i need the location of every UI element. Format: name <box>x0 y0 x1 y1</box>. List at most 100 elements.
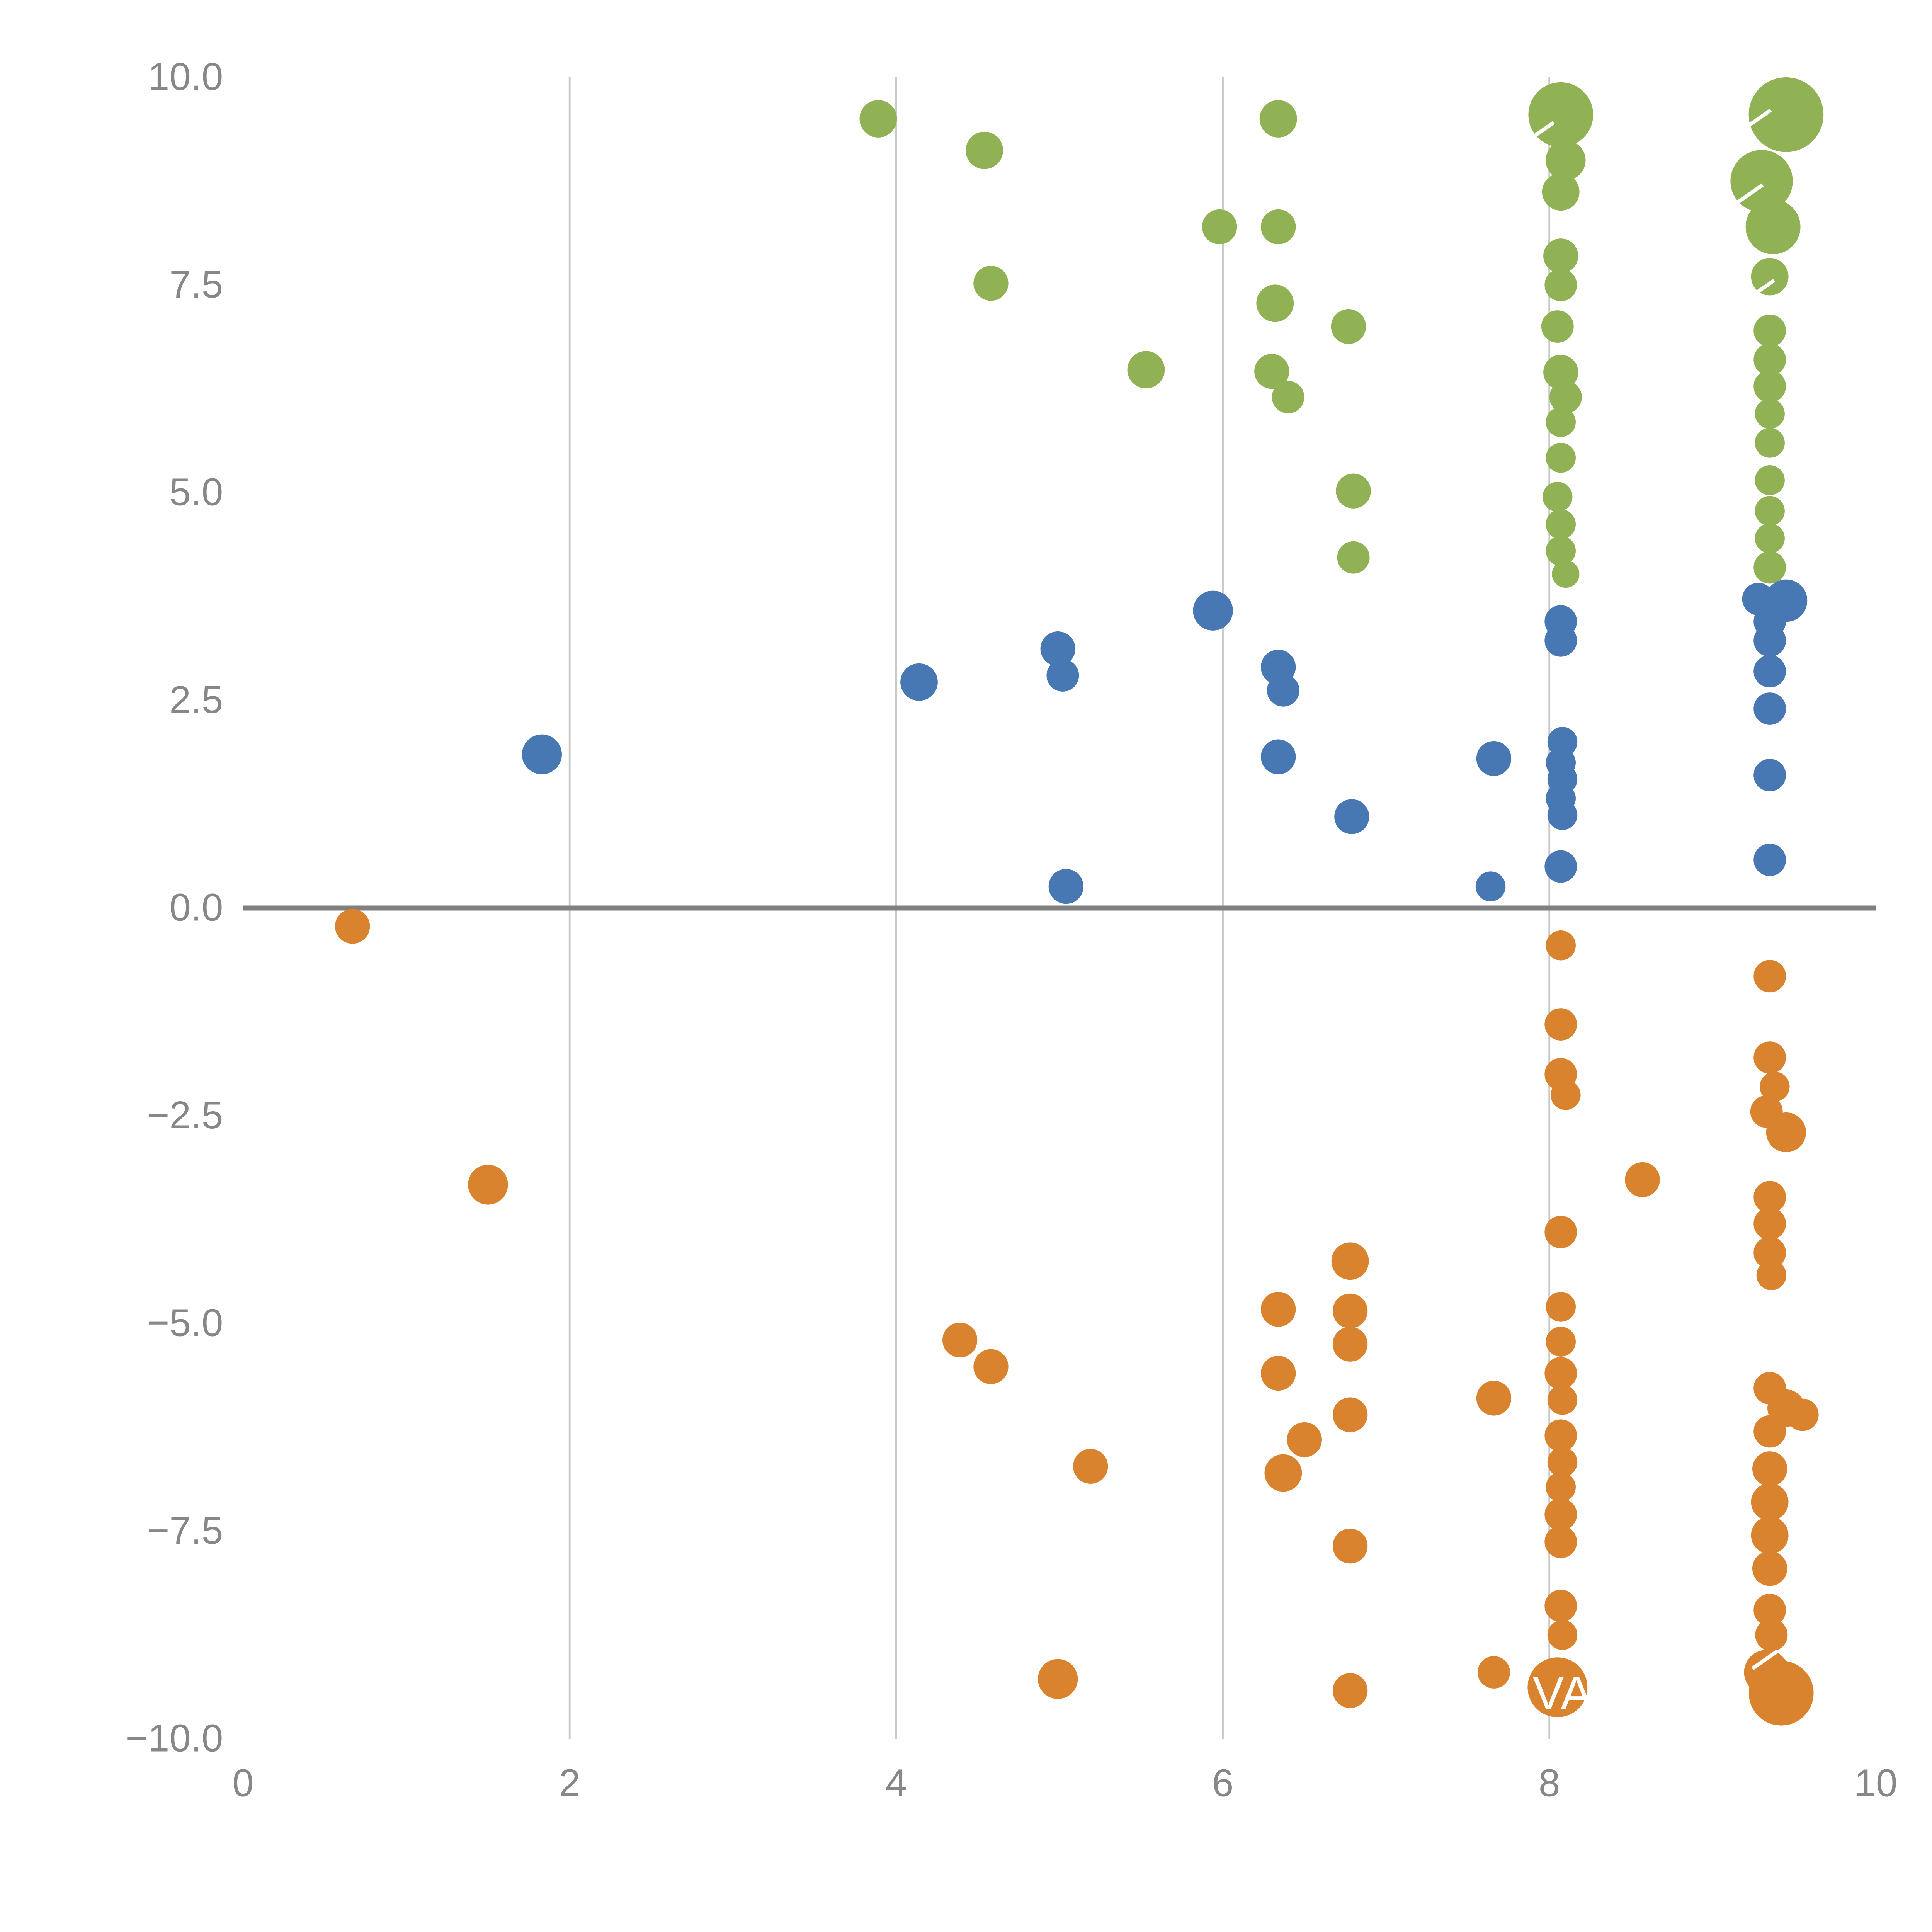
orange-series-point <box>973 1349 1009 1384</box>
orange-series-point <box>1547 1447 1578 1477</box>
green-series-point <box>973 266 1009 301</box>
blue-series-point <box>1544 850 1577 883</box>
green-series-point <box>1541 310 1574 343</box>
blue-series-point <box>1753 759 1786 791</box>
green-series-point <box>1748 77 1824 152</box>
green-series-point <box>1755 465 1785 495</box>
orange-series-point <box>1331 1242 1369 1280</box>
green-series-point <box>1543 482 1573 512</box>
green-series-point <box>1528 82 1594 147</box>
green-series-point <box>1542 173 1580 211</box>
orange-series-point <box>1261 1292 1296 1327</box>
green-series-point <box>1543 355 1578 390</box>
orange-series-point <box>1544 1498 1577 1531</box>
blue-series-point <box>1193 590 1233 631</box>
x-tick-label: 10 <box>1854 1761 1897 1804</box>
white-mark <box>1748 279 1776 299</box>
orange-series-point <box>1753 1208 1786 1240</box>
y-tick-label: 7.5 <box>169 263 223 306</box>
blue-series-point <box>1334 799 1369 834</box>
blue-series-point <box>1753 692 1786 725</box>
orange-series-point <box>1287 1422 1322 1458</box>
orange-series-point <box>1752 1551 1787 1586</box>
blue-series-point <box>1753 844 1786 876</box>
y-tick-label: 10.0 <box>148 55 223 98</box>
orange-series-point <box>1546 1327 1576 1357</box>
green-series-point <box>1745 199 1801 254</box>
orange-series-point <box>1753 1181 1786 1214</box>
orange-series-point <box>1753 1236 1786 1269</box>
orange-series-point <box>1038 1659 1078 1699</box>
orange-series-point <box>1527 1657 1588 1718</box>
green-series-point <box>1331 309 1366 344</box>
orange-series-point <box>1544 1590 1577 1622</box>
green-series-point <box>1753 551 1786 584</box>
orange-series-point <box>1544 1008 1577 1041</box>
orange-series-point <box>1546 1292 1576 1322</box>
orange-series-point <box>1753 1041 1786 1074</box>
blue-series-point <box>1046 659 1079 692</box>
x-tick-label: 6 <box>1212 1761 1234 1804</box>
white-mark <box>1745 108 1772 129</box>
blue-series-point <box>1267 674 1299 707</box>
blue-series-point <box>1753 624 1786 657</box>
orange-series-point <box>1756 1260 1787 1291</box>
green-series-point <box>1755 496 1785 526</box>
green-series-point <box>1272 381 1304 413</box>
white-mark <box>1527 121 1555 142</box>
orange-series-point <box>1332 1293 1368 1328</box>
blue-series-point <box>1476 741 1512 776</box>
y-tick-label: −10.0 <box>125 1716 223 1760</box>
orange-series-point <box>942 1322 978 1358</box>
orange-series-point <box>1753 960 1786 993</box>
blue-series-point <box>1261 739 1296 774</box>
blue-series-point <box>1753 655 1786 688</box>
green-series-point <box>1755 428 1785 458</box>
green-series-point <box>1254 354 1289 389</box>
orange-series-point <box>1760 1071 1790 1102</box>
orange-series-point <box>1786 1398 1819 1431</box>
green-series-point <box>1546 509 1576 539</box>
green-series-point <box>1753 314 1786 347</box>
orange-series-point <box>1478 1656 1510 1689</box>
point-label: VA <box>1532 1667 1592 1719</box>
green-series-point <box>966 131 1003 169</box>
blue-series-point <box>1547 800 1578 830</box>
orange-series-point <box>1332 1327 1368 1362</box>
orange-series-point <box>1547 1385 1578 1415</box>
orange-series-point <box>1476 1381 1512 1416</box>
orange-series-point <box>1264 1454 1302 1492</box>
y-tick-label: 5.0 <box>169 470 223 514</box>
green-series-point <box>1755 399 1785 429</box>
green-series-point <box>1546 536 1576 566</box>
orange-series-point <box>1332 1397 1368 1432</box>
orange-series-point <box>1755 1619 1788 1651</box>
blue-series-point <box>1040 631 1075 667</box>
green-series-point <box>1546 407 1576 437</box>
white-mark <box>1751 1650 1779 1670</box>
green-series-point <box>1753 344 1786 376</box>
green-series-point <box>1256 284 1294 322</box>
orange-series-point <box>1766 1112 1806 1153</box>
x-tick-label: 2 <box>559 1761 580 1804</box>
green-series-point <box>1552 560 1580 588</box>
green-series-point <box>1261 209 1296 245</box>
green-series-point <box>1544 269 1577 301</box>
green-series-point <box>1753 370 1786 403</box>
orange-series-point <box>1546 1472 1576 1502</box>
orange-series-point <box>1544 1419 1577 1452</box>
green-series-point <box>1336 473 1371 509</box>
orange-series-point <box>1544 1357 1577 1389</box>
green-series-point <box>1337 541 1370 574</box>
orange-series-point <box>1753 1594 1786 1626</box>
green-series-point <box>1259 100 1297 138</box>
green-series-point <box>1549 381 1582 413</box>
y-tick-label: −5.0 <box>147 1301 223 1344</box>
orange-series-point <box>1073 1449 1108 1484</box>
green-series-point <box>1127 351 1165 389</box>
orange-series-point <box>1332 1529 1368 1564</box>
orange-series-point <box>1751 1483 1789 1521</box>
green-series-point <box>1751 258 1789 296</box>
